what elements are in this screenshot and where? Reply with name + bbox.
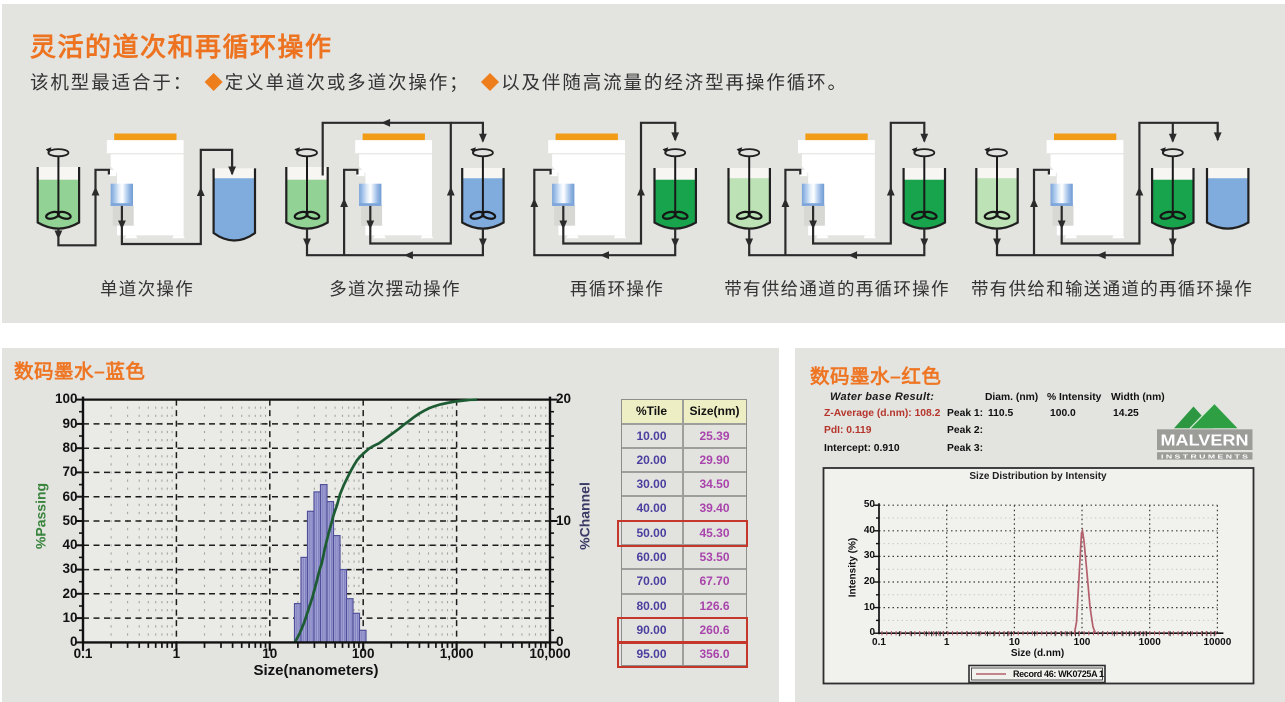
svg-text:MALVERN: MALVERN: [1161, 433, 1249, 450]
svg-text:I N S T R U M E N T S: I N S T R U M E N T S: [1161, 454, 1249, 460]
